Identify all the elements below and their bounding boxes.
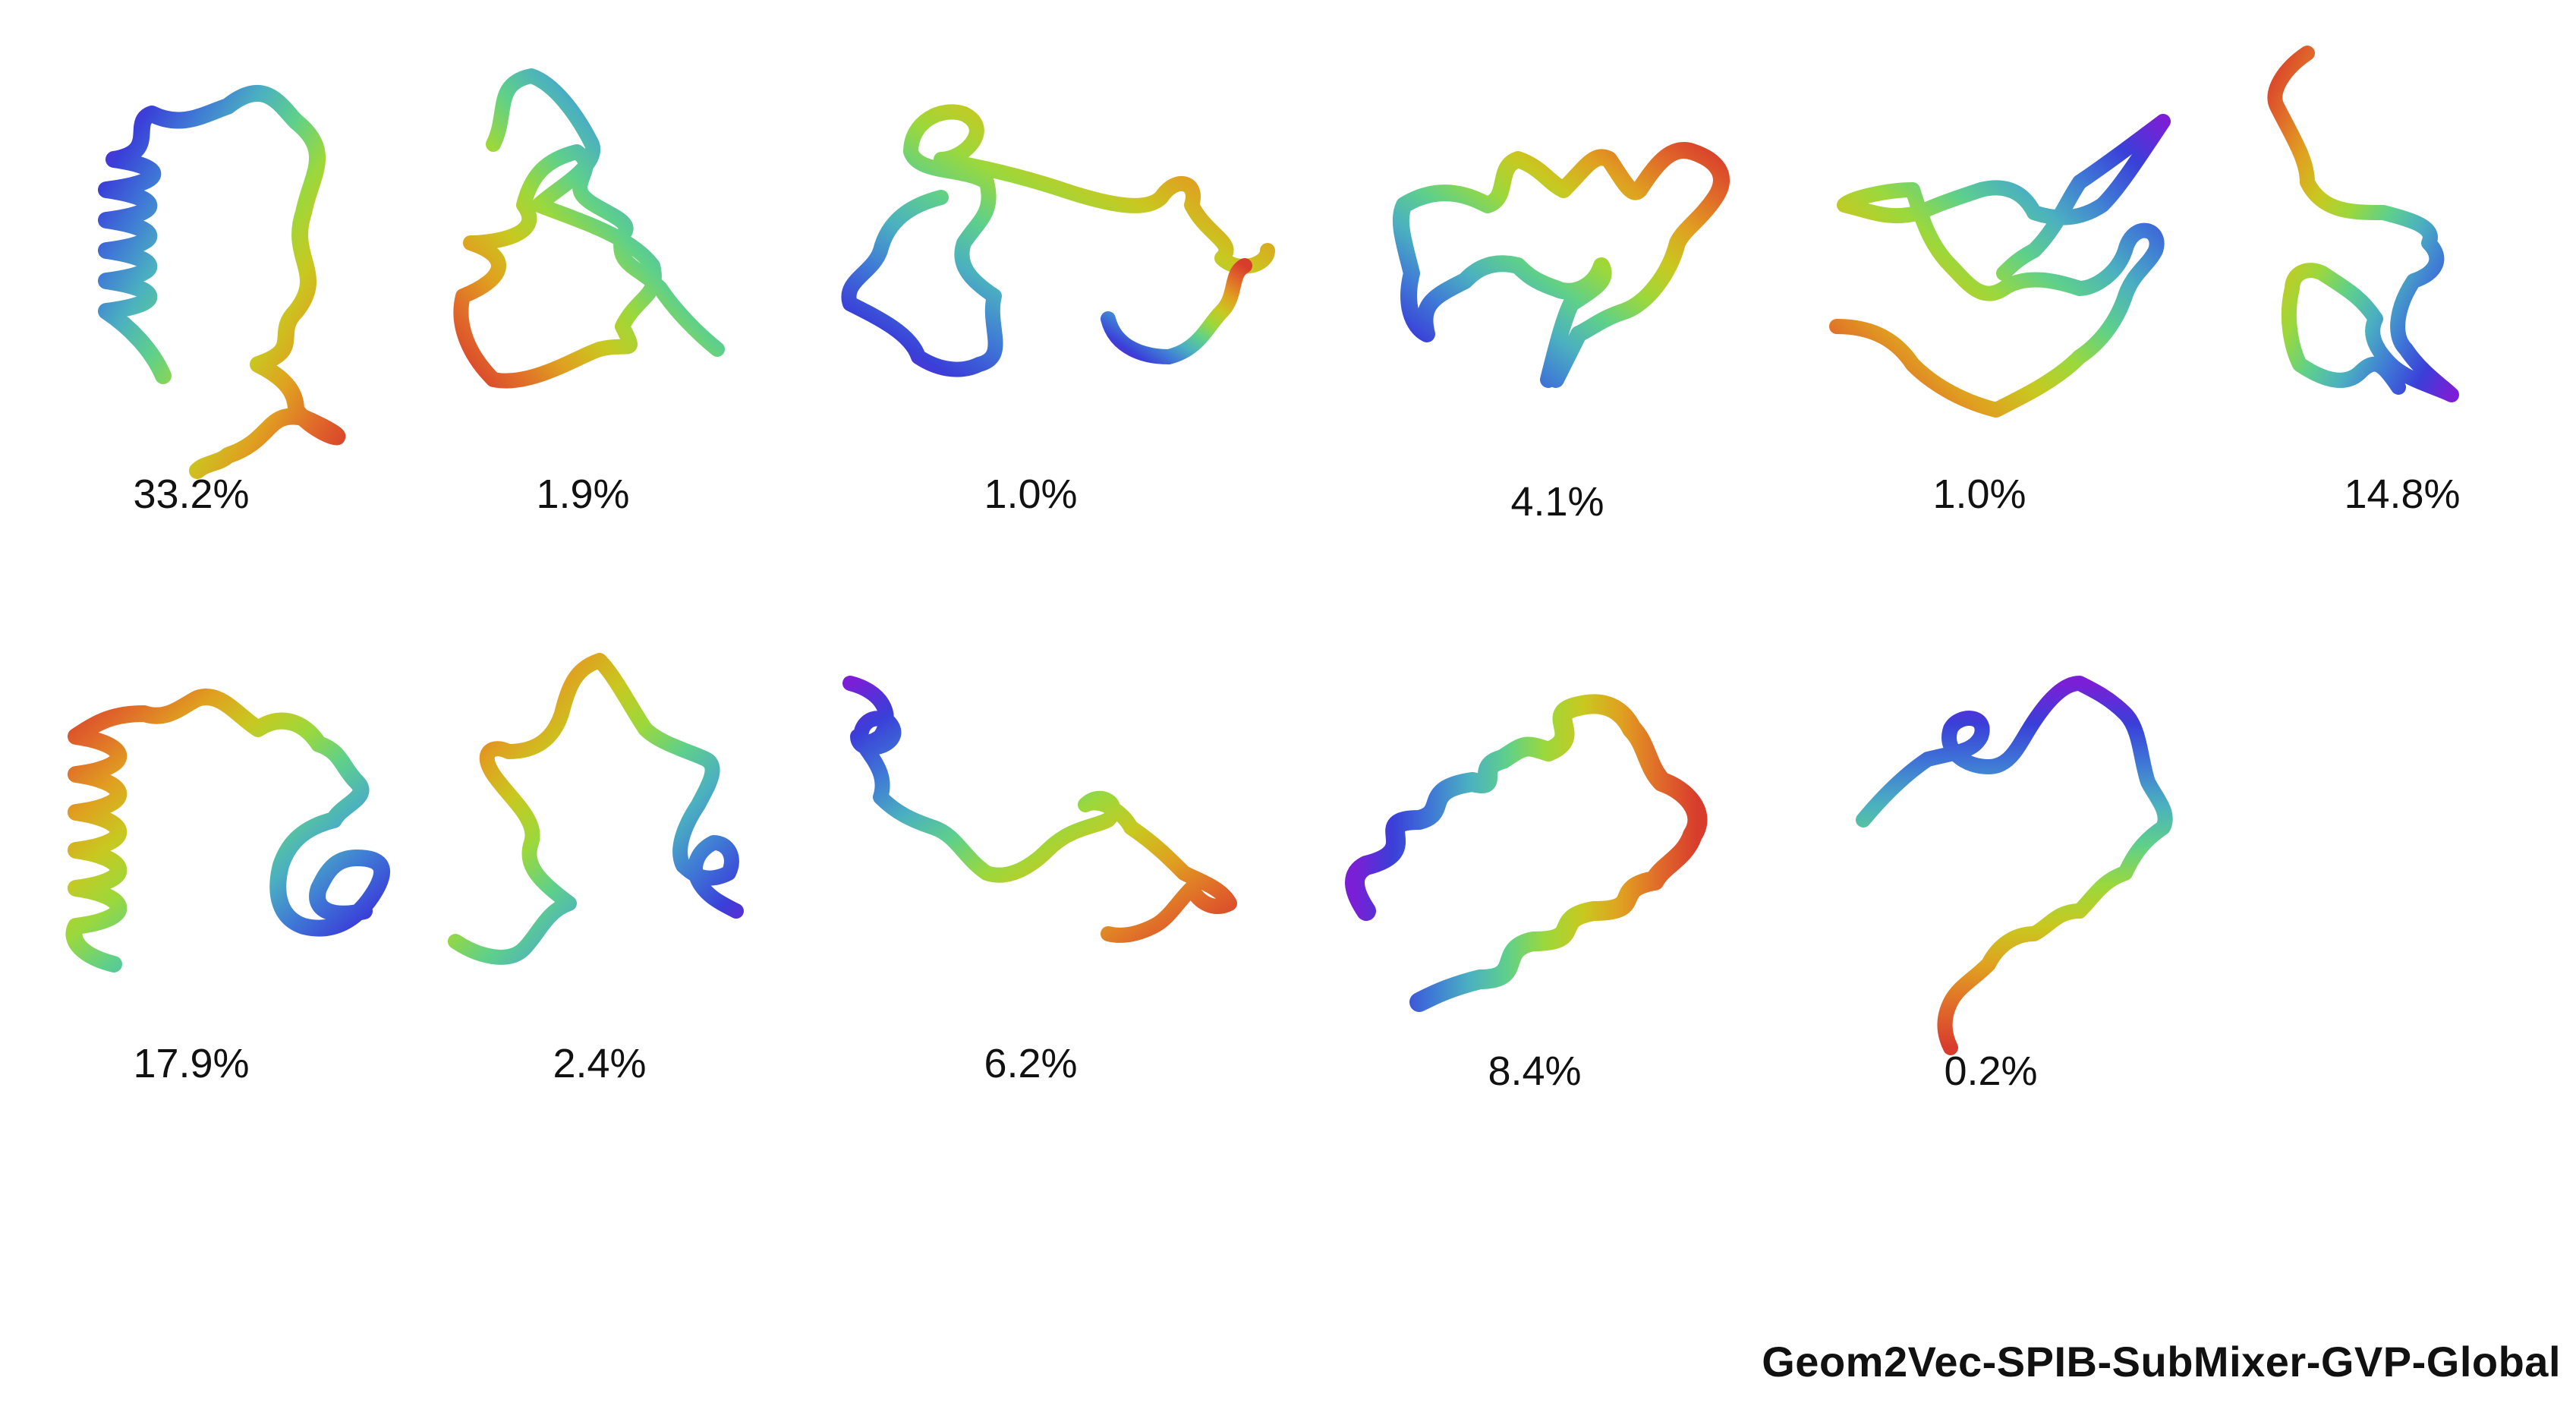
- state-percent-8: 2.4%: [553, 1041, 647, 1086]
- structure-cell-10: [1336, 660, 1730, 1017]
- protein-ribbon-8: [448, 653, 744, 965]
- state-percent-5: 1.0%: [1932, 471, 2026, 517]
- method-label: Geom2Vec-SPIB-SubMixer-GVP-Global: [1762, 1338, 2561, 1386]
- structure-cell-4: [1381, 137, 1746, 395]
- structure-cell-9: [835, 676, 1245, 995]
- backbone-ribbon: [65, 689, 391, 973]
- state-percent-2: 1.9%: [536, 471, 630, 517]
- protein-ribbon-5: [1829, 114, 2171, 418]
- backbone-ribbon: [98, 84, 346, 479]
- structure-cell-3: [841, 99, 1283, 387]
- backbone-ribbon: [1392, 142, 1730, 388]
- state-percent-6: 14.8%: [2344, 471, 2461, 517]
- protein-ribbon-11: [1856, 676, 2173, 1055]
- structure-cell-8: [448, 653, 744, 972]
- backbone-ribbon: [841, 104, 1275, 377]
- backbone-ribbon: [453, 68, 725, 389]
- protein-ribbon-10: [1345, 694, 1708, 1012]
- backbone-ribbon: [448, 653, 744, 965]
- protein-ribbon-1: [98, 84, 346, 479]
- protein-ribbon-3: [841, 104, 1275, 377]
- state-percent-9: 6.2%: [984, 1041, 1078, 1086]
- state-percent-1: 33.2%: [133, 471, 250, 517]
- protein-ribbon-6: [2267, 46, 2459, 402]
- structure-cell-11: [1852, 668, 2178, 1055]
- structure-cell-7: [53, 668, 391, 987]
- state-percent-11: 0.2%: [1944, 1048, 2038, 1094]
- state-percent-7: 17.9%: [133, 1041, 250, 1086]
- state-percent-10: 8.4%: [1488, 1048, 1582, 1094]
- state-percent-3: 1.0%: [984, 471, 1078, 517]
- protein-ribbon-4: [1392, 142, 1730, 388]
- structure-cell-5: [1829, 99, 2178, 418]
- state-percent-4: 4.1%: [1510, 479, 1604, 525]
- backbone-ribbon: [1345, 694, 1708, 1012]
- backbone-ribbon: [842, 676, 1237, 943]
- backbone-ribbon: [1101, 258, 1252, 364]
- structure-cell-2: [448, 68, 736, 402]
- backbone-ribbon: [1829, 114, 2171, 418]
- structure-cell-6: [2262, 46, 2474, 410]
- protein-ribbon-9: [842, 676, 1237, 943]
- protein-ribbon-7: [65, 689, 391, 973]
- backbone-ribbon: [2267, 46, 2459, 402]
- structure-cell-1: [68, 61, 346, 479]
- backbone-ribbon: [1856, 676, 2173, 1055]
- protein-ribbon-2: [453, 68, 725, 389]
